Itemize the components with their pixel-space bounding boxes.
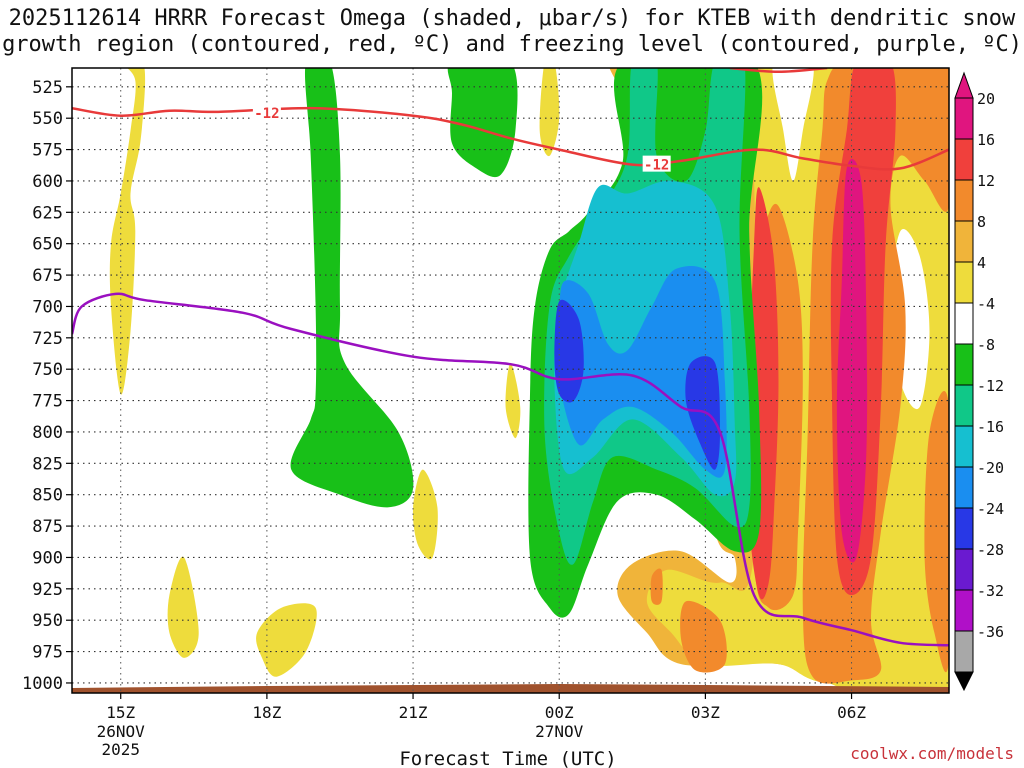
y-tick-label-800: 800 bbox=[32, 423, 63, 443]
colorbar-bin--20 bbox=[954, 466, 974, 509]
y-tick-label-850: 850 bbox=[32, 486, 63, 506]
omega-region-24 bbox=[554, 299, 584, 403]
omega-region-0 bbox=[109, 68, 146, 395]
y-tick-label-1000: 1000 bbox=[22, 674, 63, 694]
contour-label-bg-1 bbox=[642, 155, 671, 172]
contour-label-1: -12 bbox=[644, 158, 669, 174]
y-tick-label-725: 725 bbox=[32, 329, 63, 349]
colorbar-bin--28 bbox=[954, 548, 974, 591]
omega-region-2 bbox=[256, 603, 317, 677]
colorbar-label--32: -32 bbox=[977, 582, 1004, 600]
x-tick-label-03Z: 03Z bbox=[691, 703, 720, 722]
credit-link[interactable]: coolwx.com/models bbox=[850, 744, 1014, 763]
omega-region-1 bbox=[167, 556, 199, 658]
y-tick-label-775: 775 bbox=[32, 392, 63, 412]
y-tick-label-675: 675 bbox=[32, 266, 63, 286]
omega-region-25 bbox=[685, 356, 720, 470]
y-tick-label-825: 825 bbox=[32, 454, 63, 474]
colorbar-bin--12 bbox=[954, 384, 974, 427]
ground-strip bbox=[72, 684, 949, 693]
colorbar-bin-8 bbox=[954, 220, 974, 263]
colorbar-bin-4 bbox=[954, 261, 974, 304]
omega-region-18 bbox=[680, 600, 727, 673]
y-tick-label-625: 625 bbox=[32, 203, 63, 223]
x-tick-label-18Z: 18Z bbox=[252, 703, 281, 722]
colorbar-label-8: 8 bbox=[977, 213, 986, 231]
contour-label-0: -12 bbox=[254, 106, 279, 122]
colorbar-bin--32 bbox=[954, 589, 974, 632]
omega-region-5 bbox=[412, 469, 438, 560]
y-tick-label-950: 950 bbox=[32, 611, 63, 631]
x-tick-year-15Z: 2025 bbox=[101, 740, 140, 759]
y-tick-label-575: 575 bbox=[32, 141, 63, 161]
colorbar-label-4: 4 bbox=[977, 254, 986, 272]
colorbar-over-arrow bbox=[954, 71, 974, 99]
omega-shading bbox=[109, 68, 949, 693]
colorbar-bin--8 bbox=[954, 343, 974, 386]
colorbar-label-12: 12 bbox=[977, 172, 995, 190]
freezing-level-line bbox=[72, 292, 949, 647]
x-tick-label-15Z: 15Z bbox=[106, 703, 135, 722]
y-tick-label-525: 525 bbox=[32, 78, 63, 98]
x-tick-label-06Z: 06Z bbox=[837, 703, 866, 722]
colorbar: 20 16 12 8 4 -4 -8 -12 -16 -20 -24 -28 -32 -36 bbox=[954, 71, 1004, 692]
x-tick-sublabel-15Z: 26NOV bbox=[97, 722, 146, 741]
colorbar-under-arrow bbox=[954, 671, 974, 692]
colorbar-label--8: -8 bbox=[977, 336, 995, 354]
y-tick-label-700: 700 bbox=[32, 297, 63, 317]
x-tick-sublabel-00Z: 27NOV bbox=[535, 722, 584, 741]
dgz-contour-minus12 bbox=[72, 106, 949, 171]
colorbar-label--12: -12 bbox=[977, 377, 1004, 395]
omega-region-14 bbox=[924, 391, 949, 673]
dgz-contour-top bbox=[729, 68, 828, 74]
colorbar-bin-12 bbox=[954, 179, 974, 222]
x-tick-label-21Z: 21Z bbox=[399, 703, 428, 722]
colorbar-label--16: -16 bbox=[977, 418, 1004, 436]
colorbar-label--24: -24 bbox=[977, 500, 1004, 518]
colorbar-label-20: 20 bbox=[977, 90, 995, 108]
omega-region-10 bbox=[772, 68, 814, 181]
y-tick-label-650: 650 bbox=[32, 235, 63, 255]
title-line-2: growth region (contoured, red, ºC) and f… bbox=[2, 32, 1022, 57]
y-tick-label-900: 900 bbox=[32, 548, 63, 568]
omega-region-7 bbox=[539, 68, 560, 157]
y-tick-label-750: 750 bbox=[32, 360, 63, 380]
omega-region-19 bbox=[650, 568, 663, 605]
colorbar-bin--36 bbox=[954, 630, 974, 673]
colorbar-bin-16 bbox=[954, 138, 974, 181]
colorbar-bin--24 bbox=[954, 507, 974, 550]
chart-title: 2025112614 HRRR Forecast Omega (shaded, … bbox=[0, 6, 1024, 58]
omega-region-23 bbox=[557, 265, 727, 478]
ground-surface bbox=[72, 684, 949, 693]
x-tick-label-00Z: 00Z bbox=[545, 703, 574, 722]
title-line-1: 2025112614 HRRR Forecast Omega (shaded, … bbox=[8, 6, 1016, 31]
omega-region-4 bbox=[447, 68, 518, 178]
colorbar-bin--16 bbox=[954, 425, 974, 468]
y-tick-label-600: 600 bbox=[32, 172, 63, 192]
y-tick-label-975: 975 bbox=[32, 643, 63, 663]
omega-region-3 bbox=[290, 68, 414, 508]
y-tick-label-550: 550 bbox=[32, 109, 63, 129]
colorbar-bin--4 bbox=[954, 302, 974, 345]
colorbar-label--36: -36 bbox=[977, 623, 1004, 641]
contour-lines: -12 -12 bbox=[72, 68, 949, 647]
plot-frame bbox=[71, 67, 950, 694]
y-tick-label-875: 875 bbox=[32, 517, 63, 537]
contour-label-bg-0 bbox=[252, 104, 281, 121]
x-axis-label: Forecast Time (UTC) bbox=[399, 748, 616, 768]
y-tick-label-925: 925 bbox=[32, 580, 63, 600]
colorbar-label--4: -4 bbox=[977, 295, 995, 313]
colorbar-label--20: -20 bbox=[977, 459, 1004, 477]
colorbar-label-16: 16 bbox=[977, 131, 995, 149]
axes: 525 550 575 600 625 650 675 700 725 750 775 800 825 8… bbox=[22, 67, 950, 759]
colorbar-label--28: -28 bbox=[977, 541, 1004, 559]
colorbar-bin-20 bbox=[954, 97, 974, 140]
